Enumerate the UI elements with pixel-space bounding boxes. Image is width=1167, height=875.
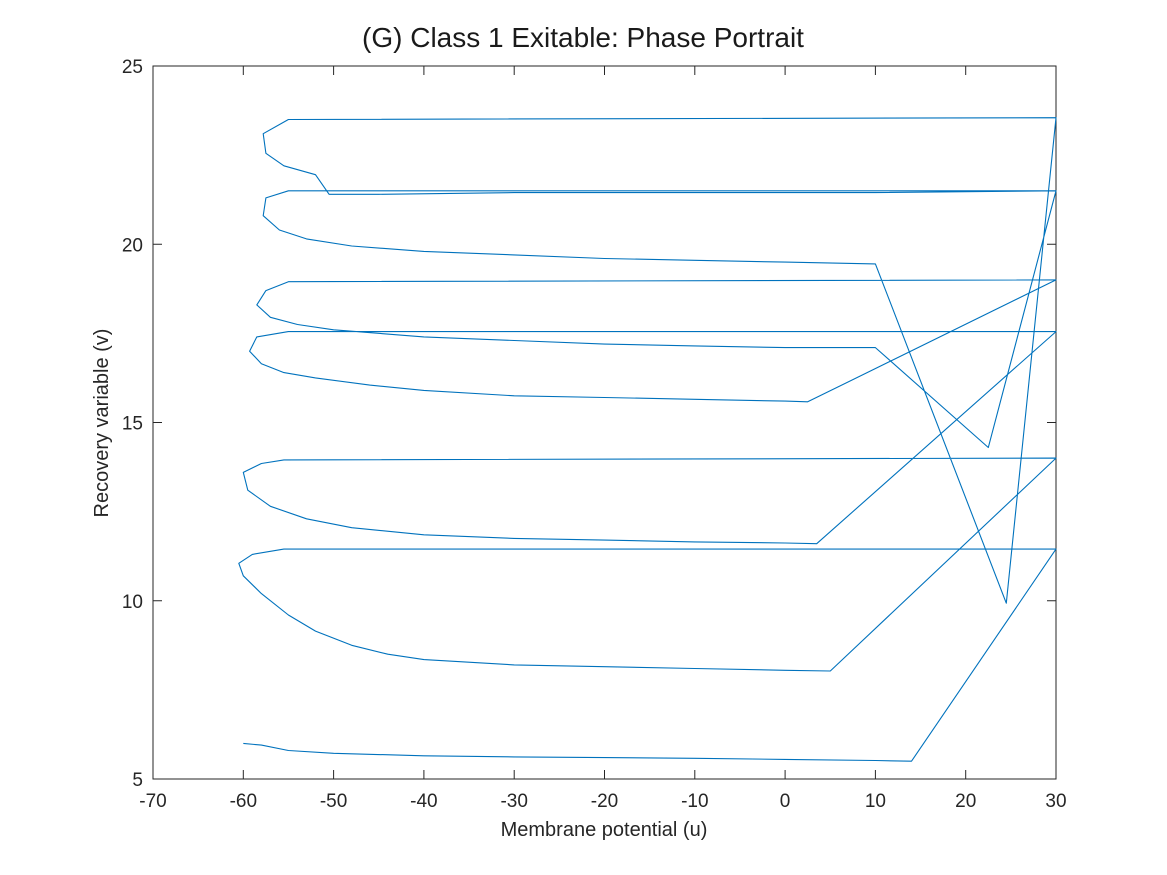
y-tick-label: 15 [122, 414, 143, 435]
x-tick-label: -40 [410, 791, 437, 812]
x-tick-label: -50 [320, 791, 347, 812]
x-tick-label: -60 [230, 791, 257, 812]
y-axis-label: Recovery variable (v) [91, 329, 113, 518]
x-tick-label: 20 [955, 791, 976, 812]
x-tick-label: -30 [500, 791, 527, 812]
y-tick-label: 10 [122, 592, 143, 613]
y-axis-ticks: 5 10 15 20 25 [122, 57, 1056, 791]
x-tick-label: -20 [591, 791, 618, 812]
x-tick-label: 0 [780, 791, 791, 812]
x-tick-label: 30 [1045, 791, 1066, 812]
x-axis-ticks: -70 -60 -50 -40 -30 -20 -10 0 10 20 30 [139, 66, 1067, 812]
x-tick-label: 10 [865, 791, 886, 812]
y-tick-label: 5 [132, 770, 143, 791]
x-tick-label: -70 [139, 791, 166, 812]
series-line-0 [238, 117, 1057, 762]
x-tick-label: -10 [681, 791, 708, 812]
chart-title: (G) Class 1 Exitable: Phase Portrait [362, 22, 804, 53]
x-axis-label: Membrane potential (u) [501, 819, 708, 841]
y-tick-label: 20 [122, 235, 143, 256]
y-tick-label: 25 [122, 57, 143, 78]
